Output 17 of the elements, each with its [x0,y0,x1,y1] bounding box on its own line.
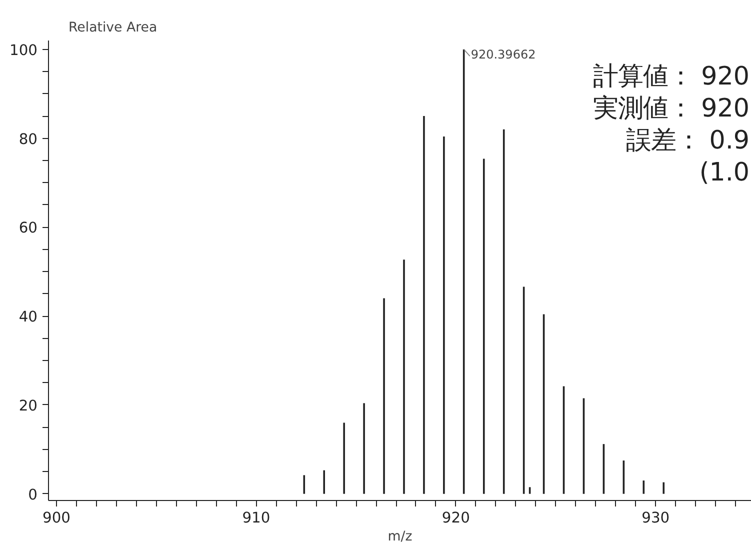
y-tick-label: 80 [18,130,38,148]
y-tick-label: 100 [10,42,38,59]
y-tick-label: 0 [28,486,38,504]
annotation: 実測値： 920 [593,92,750,122]
annotation: 920.39662 [470,47,536,62]
y-axis-title: Relative Area [68,20,158,36]
x-tick-label: 930 [642,510,670,526]
x-tick-label: 920 [442,510,470,526]
x-axis-title: m/z [388,530,412,544]
y-tick-label: 60 [18,220,38,237]
x-tick-label: 910 [242,510,270,526]
annotation: 計算値： 920 [593,60,750,90]
y-tick-label: 40 [18,308,38,326]
annotation: 誤差： 0.9 [626,124,750,154]
annotation: (1.0 [699,156,750,186]
y-tick-label: 20 [18,397,38,414]
x-tick-label: 900 [42,510,70,526]
